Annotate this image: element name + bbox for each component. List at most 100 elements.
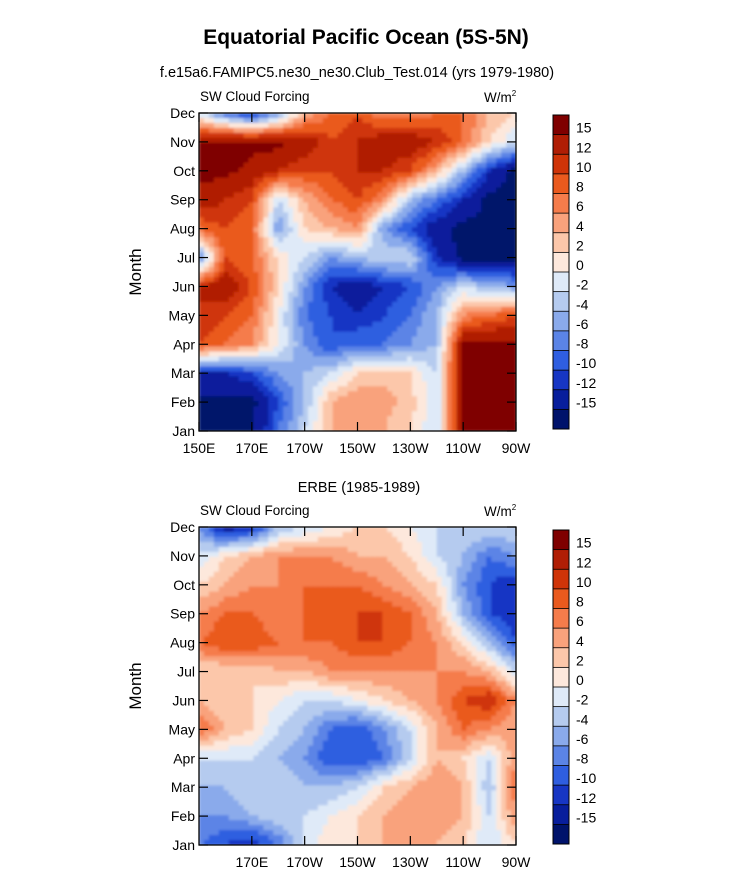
field-cell	[243, 157, 250, 164]
field-cell	[278, 366, 284, 372]
field-cell	[407, 222, 413, 228]
field-cell	[199, 247, 205, 253]
field-cell	[253, 561, 260, 568]
field-cell	[471, 376, 477, 382]
field-cell	[293, 561, 299, 568]
field-cell	[471, 576, 477, 583]
field-cell	[243, 416, 250, 422]
field-cell	[387, 566, 393, 573]
field-cell	[258, 187, 264, 194]
field-cell	[402, 117, 408, 124]
field-cell	[431, 267, 438, 273]
field-cell	[273, 416, 279, 422]
field-cell	[471, 157, 477, 164]
field-cell	[298, 197, 304, 204]
field-cell	[213, 426, 220, 431]
field-cell	[431, 217, 438, 223]
field-cell	[411, 391, 418, 397]
field-cell	[307, 336, 314, 343]
field-cell	[506, 576, 512, 583]
field-cell	[431, 406, 438, 412]
field-cell	[481, 113, 487, 119]
field-cell	[426, 386, 433, 392]
field-cell	[476, 301, 482, 308]
field-cell	[511, 536, 516, 543]
field-cell	[223, 162, 230, 169]
field-cell	[451, 217, 458, 223]
field-cell	[298, 137, 304, 144]
field-cell	[367, 527, 373, 533]
field-cell	[451, 296, 458, 303]
field-cell	[228, 336, 235, 343]
field-cell	[496, 576, 502, 583]
field-cell	[491, 316, 497, 323]
field-cell	[446, 396, 453, 402]
field-cell	[332, 341, 339, 348]
field-cell	[511, 346, 516, 353]
field-cell	[293, 132, 299, 139]
field-cell	[461, 132, 468, 139]
field-cell	[218, 376, 225, 382]
field-cell	[332, 127, 339, 134]
field-cell	[501, 127, 507, 134]
field-cell	[248, 197, 255, 204]
field-cell	[233, 252, 240, 258]
field-cell	[293, 326, 299, 333]
field-cell	[293, 316, 299, 323]
field-cell	[431, 132, 438, 139]
field-cell	[367, 232, 373, 238]
field-cell	[233, 376, 240, 382]
field-cell	[312, 351, 319, 358]
field-cell	[298, 247, 304, 253]
field-cell	[441, 276, 448, 283]
field-cell	[327, 172, 334, 179]
field-cell	[436, 306, 443, 313]
field-cell	[362, 127, 368, 134]
field-cell	[491, 391, 497, 397]
field-cell	[416, 132, 423, 139]
field-cell	[263, 366, 269, 372]
field-cell	[471, 316, 477, 323]
field-cell	[243, 262, 250, 268]
field-cell	[233, 351, 240, 358]
field-cell	[471, 142, 477, 149]
field-cell	[402, 426, 408, 431]
field-cell	[243, 197, 250, 204]
field-cell	[426, 527, 433, 533]
field-cell	[322, 137, 329, 144]
field-cell	[501, 561, 507, 568]
field-cell	[411, 306, 418, 313]
field-cell	[377, 162, 383, 169]
field-cell	[228, 316, 235, 323]
field-cell	[298, 361, 304, 368]
field-cell	[243, 411, 250, 417]
field-cell	[223, 197, 230, 204]
field-cell	[347, 371, 354, 377]
field-cell	[337, 117, 344, 124]
field-cell	[303, 576, 309, 583]
field-cell	[451, 546, 458, 553]
field-cell	[243, 207, 250, 213]
field-cell	[238, 411, 245, 417]
field-cell	[199, 301, 205, 308]
field-cell	[496, 113, 502, 119]
field-cell	[491, 411, 497, 417]
field-cell	[337, 252, 344, 258]
field-cell	[352, 162, 359, 169]
field-cell	[322, 192, 329, 199]
field-cell	[491, 421, 497, 427]
field-cell	[421, 257, 428, 263]
field-cell	[456, 381, 463, 387]
field-cell	[233, 262, 240, 268]
field-cell	[288, 426, 294, 431]
y-tick-label: Dec	[170, 105, 195, 121]
field-cell	[273, 137, 279, 144]
field-cell	[426, 541, 433, 548]
field-cell	[263, 132, 269, 139]
field-cell	[278, 566, 284, 573]
field-cell	[283, 416, 289, 422]
field-cell	[332, 346, 339, 353]
field-cell	[342, 546, 349, 553]
field-cell	[263, 316, 269, 323]
field-cell	[431, 351, 438, 358]
